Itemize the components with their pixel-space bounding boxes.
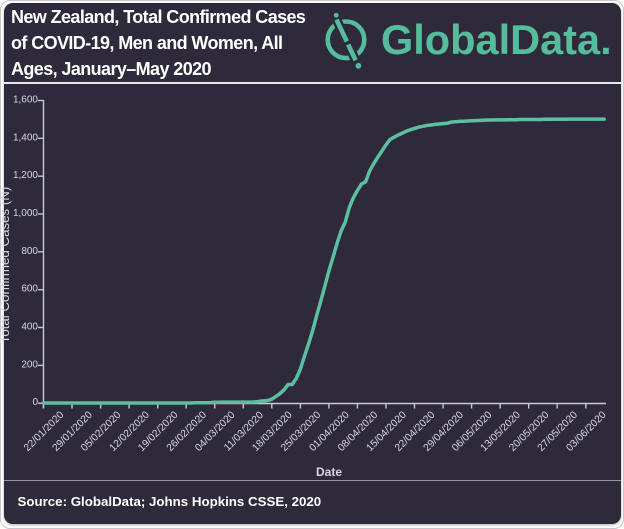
- svg-text:600: 600: [21, 284, 38, 295]
- svg-text:1,000: 1,000: [13, 208, 38, 219]
- svg-text:Total Confirmed Cases (N): Total Confirmed Cases (N): [0, 187, 12, 344]
- svg-text:0: 0: [32, 397, 38, 408]
- svg-text:800: 800: [21, 246, 38, 257]
- svg-text:200: 200: [21, 359, 38, 370]
- svg-text:400: 400: [21, 322, 38, 333]
- svg-text:Date: Date: [316, 465, 342, 479]
- svg-text:1,400: 1,400: [13, 132, 38, 143]
- svg-text:1,600: 1,600: [13, 95, 38, 106]
- svg-text:1,200: 1,200: [13, 170, 38, 181]
